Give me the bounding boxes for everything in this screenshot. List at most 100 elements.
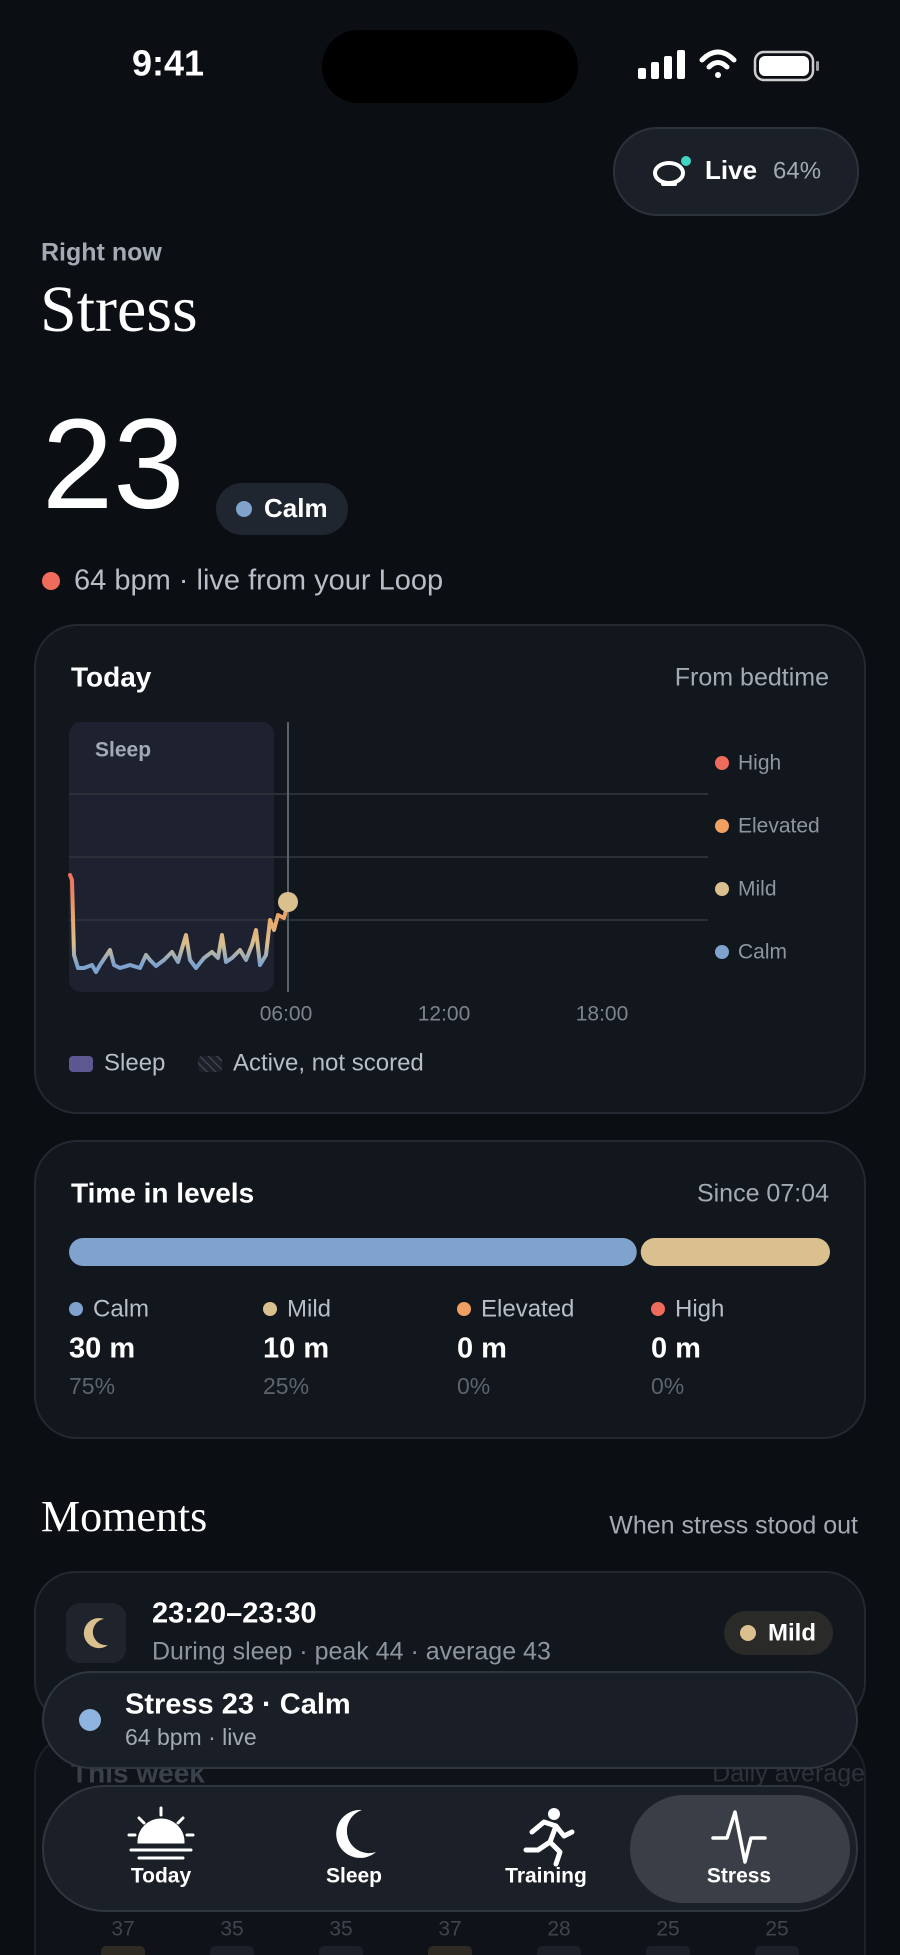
battery-icon <box>753 50 819 82</box>
live-battery: 64% <box>773 157 821 184</box>
level-name: High <box>675 1295 724 1322</box>
level-legend-label: High <box>738 752 781 775</box>
chart-gridlines <box>69 793 708 921</box>
tab-icon <box>523 1819 575 1867</box>
moon-icon <box>83 1618 108 1649</box>
now-dot <box>278 892 298 912</box>
level-percent: 75% <box>69 1373 115 1399</box>
moment-level-dot <box>740 1625 756 1641</box>
signal-icon <box>638 50 685 79</box>
moment-detail: During sleep · peak 44 · average 43 <box>152 1638 551 1666</box>
dynamic-island <box>322 30 578 103</box>
week-value: 37 <box>111 1918 134 1941</box>
mini-player-subtitle: 64 bpm · live <box>125 1724 257 1750</box>
tab-label: Sleep <box>326 1865 382 1888</box>
week-value: 35 <box>329 1918 352 1941</box>
card-subtitle: Since 07:04 <box>697 1180 829 1208</box>
tab-icon <box>711 1810 767 1864</box>
level-legend-label: Elevated <box>738 815 820 838</box>
week-bar-top <box>319 1946 363 1955</box>
heart-dot <box>42 572 60 590</box>
live-pill[interactable] <box>613 127 859 216</box>
stress-score: 23 <box>42 393 184 536</box>
tab-icon <box>548 1808 560 1820</box>
section-title: Moments <box>41 1492 207 1541</box>
level-legend-dot <box>715 882 729 896</box>
legend-label: Active, not scored <box>233 1049 424 1076</box>
page-title: Stress <box>40 273 198 346</box>
level-duration: 30 m <box>69 1333 135 1365</box>
week-bar-top <box>646 1946 690 1955</box>
mini-player[interactable] <box>42 1671 858 1769</box>
week-bar-top <box>755 1946 799 1955</box>
eyebrow: Right now <box>41 239 162 267</box>
stress-line <box>68 873 290 974</box>
mini-player-title: Stress 23 · Calm <box>125 1689 351 1721</box>
level-legend-label: Calm <box>738 941 787 964</box>
level-duration: 0 m <box>457 1333 507 1365</box>
moment-time: 23:20–23:30 <box>152 1598 316 1630</box>
level-legend-dot <box>715 945 729 959</box>
level-dot <box>651 1302 665 1316</box>
week-value: 25 <box>765 1918 788 1941</box>
tab-icon <box>336 1809 376 1858</box>
level-name: Calm <box>93 1295 149 1322</box>
level-dot <box>236 501 252 517</box>
level-duration: 0 m <box>651 1333 701 1365</box>
card-title: Time in levels <box>71 1177 254 1208</box>
moment-level: Mild <box>768 1619 816 1646</box>
level-bar-segment <box>69 1238 637 1266</box>
week-value: 35 <box>220 1918 243 1941</box>
tab-active-bg <box>630 1795 850 1903</box>
live-label: Live <box>705 155 757 185</box>
sleep-region-label: Sleep <box>95 739 151 762</box>
week-value: 25 <box>656 1918 679 1941</box>
tab-label: Training <box>505 1865 587 1888</box>
level-dot <box>457 1302 471 1316</box>
x-axis-label: 12:00 <box>418 1003 471 1026</box>
moment-level-pill <box>724 1611 833 1655</box>
heart-rate: 64 bpm · live from your Loop <box>74 565 443 597</box>
level-duration: 10 m <box>263 1333 329 1365</box>
tab-icon <box>127 1806 195 1860</box>
level-label: Calm <box>264 493 328 523</box>
level-dot <box>263 1302 277 1316</box>
level-dot <box>69 1302 83 1316</box>
week-bar-top <box>537 1946 581 1955</box>
tab-label: Today <box>131 1865 192 1888</box>
levels-card <box>34 1140 866 1439</box>
ring-icon <box>653 156 691 186</box>
level-percent: 25% <box>263 1373 309 1399</box>
tab[interactable]: Stress <box>707 1810 771 1888</box>
tab-label: Stress <box>707 1865 771 1888</box>
level-percent: 0% <box>457 1373 490 1399</box>
level-legend-dot <box>715 819 729 833</box>
week-bar-top <box>101 1946 145 1955</box>
legend-label: Sleep <box>104 1049 165 1076</box>
sleep-swatch <box>69 1056 93 1072</box>
wifi-icon <box>699 49 737 78</box>
mini-player-dot <box>79 1709 101 1731</box>
card-subtitle: From bedtime <box>675 664 829 692</box>
tab[interactable]: Sleep <box>326 1809 382 1888</box>
moment-icon-box <box>66 1603 126 1663</box>
tab[interactable]: Today <box>127 1806 195 1888</box>
level-pill <box>216 483 348 535</box>
active-swatch <box>198 1056 222 1072</box>
week-bar-top <box>210 1946 254 1955</box>
level-name: Elevated <box>481 1295 574 1322</box>
x-axis-label: 06:00 <box>260 1003 313 1026</box>
level-legend-dot <box>715 756 729 770</box>
section-subtitle: When stress stood out <box>609 1512 858 1540</box>
level-legend-label: Mild <box>738 878 777 901</box>
status-time: 9:41 <box>132 43 204 84</box>
x-axis-label: 18:00 <box>576 1003 629 1026</box>
week-bar-top <box>428 1946 472 1955</box>
week-value: 37 <box>438 1918 461 1941</box>
tab[interactable]: Training <box>505 1808 587 1888</box>
card-title: Today <box>71 661 152 692</box>
week-value: 28 <box>547 1918 570 1941</box>
level-name: Mild <box>287 1295 331 1322</box>
